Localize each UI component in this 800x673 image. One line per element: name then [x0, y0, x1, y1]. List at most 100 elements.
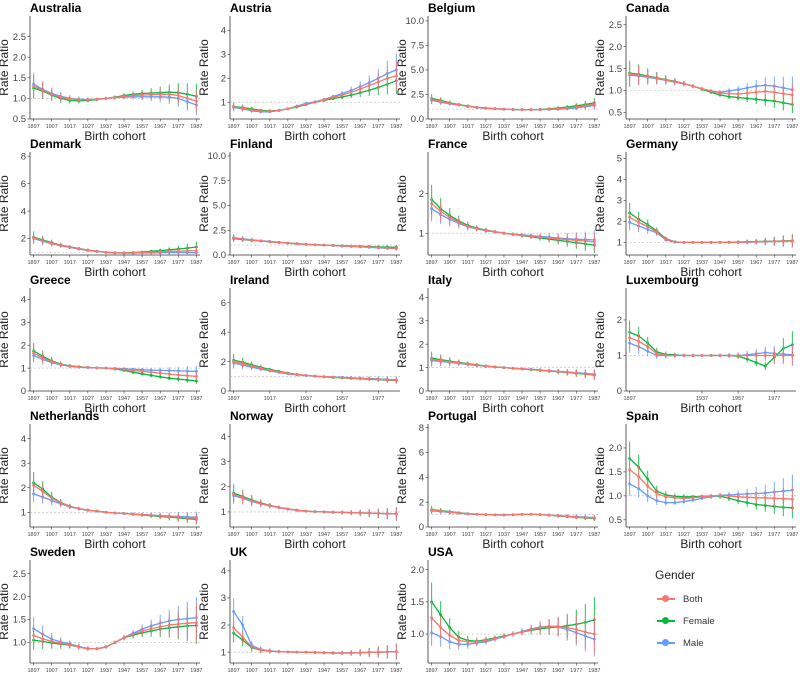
swatch-dot	[662, 617, 669, 624]
data-point	[457, 511, 461, 515]
data-point	[77, 645, 81, 649]
x-tick-label: 1957	[534, 124, 546, 130]
data-point	[664, 501, 668, 504]
data-point	[745, 91, 749, 95]
y-tick-label: 2	[419, 189, 424, 200]
x-tick-label: 1947	[318, 532, 330, 538]
data-point	[502, 231, 506, 235]
data-point	[475, 106, 479, 109]
data-point	[86, 647, 90, 651]
data-point	[376, 246, 380, 249]
data-point	[736, 88, 740, 92]
data-point	[131, 512, 135, 516]
data-point	[113, 251, 117, 255]
data-point	[232, 610, 236, 613]
y-axis-title: Rate Ratio	[197, 39, 211, 96]
data-point	[313, 100, 317, 104]
y-tick-label: 2	[21, 483, 26, 494]
series-both	[430, 506, 596, 521]
data-point	[340, 511, 344, 514]
data-point	[140, 629, 144, 633]
data-point	[547, 513, 551, 517]
data-point	[376, 512, 380, 515]
data-point	[358, 245, 362, 249]
data-point	[682, 240, 686, 244]
x-tick-label: 1967	[154, 260, 166, 266]
x-tick-label: 1957	[336, 532, 348, 538]
y-tick-label: 0.5	[13, 114, 26, 125]
data-point	[176, 622, 180, 626]
data-point	[259, 648, 263, 652]
data-point	[475, 227, 479, 230]
y-tick-label: 5.0	[213, 201, 226, 212]
data-point	[583, 104, 587, 108]
data-point	[50, 92, 54, 96]
data-point	[286, 241, 290, 245]
x-tick-label: 1947	[516, 124, 528, 130]
y-tick-label: 1.5	[411, 597, 424, 608]
data-point	[77, 507, 81, 511]
data-point	[736, 495, 740, 499]
y-tick-label: 7.5	[213, 176, 226, 187]
data-point	[754, 496, 758, 500]
series-male	[628, 63, 794, 103]
series-line	[233, 611, 397, 654]
series-male	[232, 234, 398, 251]
data-point	[781, 354, 785, 357]
y-tick-label: 4	[21, 206, 26, 217]
x-tick-label: 1987	[588, 532, 600, 538]
data-point	[250, 645, 254, 649]
x-tick-label: 1987	[786, 260, 798, 266]
series-line	[233, 69, 397, 113]
data-point	[772, 99, 776, 103]
data-point	[104, 97, 108, 100]
data-point	[691, 354, 695, 357]
y-tick-label: 4	[419, 293, 424, 304]
data-point	[466, 640, 470, 644]
y-tick-label: 2	[221, 357, 226, 368]
series-line	[629, 458, 793, 509]
data-point	[754, 503, 758, 506]
data-point	[250, 364, 254, 368]
panel-title: Norway	[230, 409, 274, 423]
data-point	[520, 108, 524, 112]
data-point	[565, 106, 569, 110]
data-point	[268, 240, 272, 244]
x-tick-label: 1947	[318, 668, 330, 673]
data-point	[790, 239, 794, 243]
data-point	[547, 624, 551, 628]
panel-australia: Australia 0.5 1.0 1.5 2.0 2.5 1897 1907 1917 1927…	[0, 1, 203, 143]
y-tick-label: 1	[419, 363, 424, 374]
x-tick-label: 1977	[372, 668, 384, 673]
data-point	[41, 88, 45, 92]
x-tick-label: 1917	[462, 668, 474, 673]
x-tick-label: 1927	[480, 124, 492, 130]
data-point	[700, 87, 704, 91]
data-point	[574, 628, 578, 631]
data-point	[682, 82, 686, 85]
x-tick-label: 1897	[425, 124, 437, 130]
data-point	[637, 475, 641, 479]
y-tick-label: 0.5	[609, 515, 622, 526]
x-tick-label: 1957	[136, 532, 148, 538]
data-point	[95, 97, 99, 101]
data-point	[131, 369, 135, 372]
series-male	[430, 617, 596, 657]
data-point	[158, 514, 162, 518]
x-tick-label: 1897	[27, 532, 39, 538]
data-point	[592, 516, 596, 520]
data-point	[277, 240, 281, 244]
data-point	[763, 98, 767, 102]
x-tick-label: 1977	[372, 396, 384, 402]
y-tick-label: 1.5	[13, 615, 26, 626]
data-point	[149, 374, 153, 377]
data-point	[628, 72, 632, 76]
legend-label-male: Male	[683, 637, 704, 649]
y-axis-title: Rate Ratio	[395, 39, 409, 96]
y-tick-label: 1	[221, 647, 226, 658]
data-point	[167, 369, 171, 373]
data-point	[448, 215, 452, 219]
x-tick-label: 1967	[750, 124, 762, 130]
y-axis-title: Rate Ratio	[395, 583, 409, 640]
